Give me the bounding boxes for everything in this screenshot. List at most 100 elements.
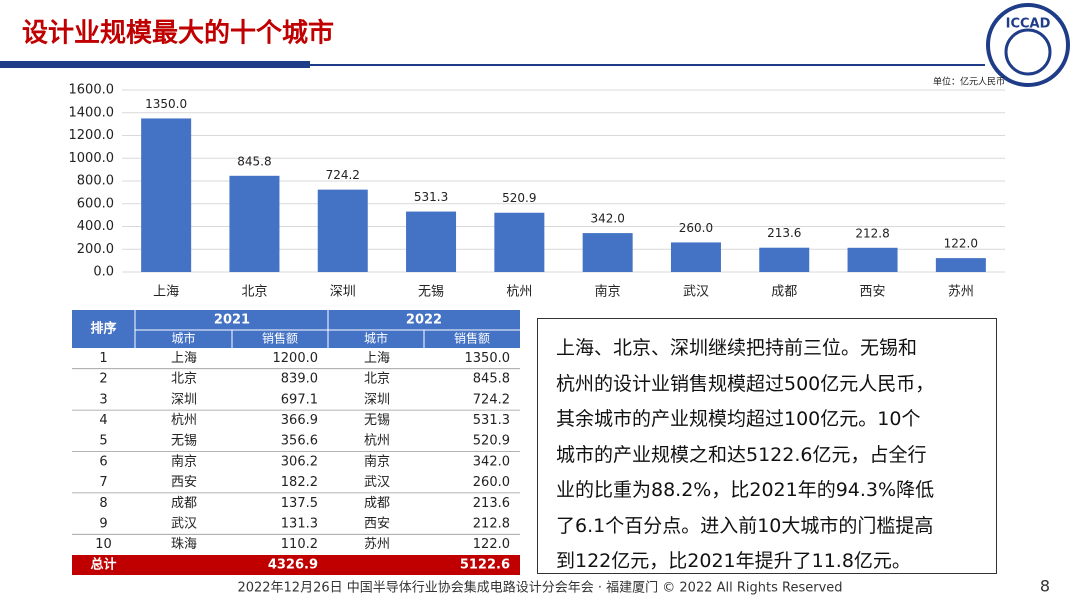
table-cell: 845.8 [473, 372, 510, 387]
x-tick-label: 深圳 [330, 285, 356, 300]
x-tick-label: 苏州 [948, 284, 974, 300]
table-cell: 成都 [171, 496, 197, 511]
x-tick-label: 武汉 [683, 285, 709, 300]
x-tick-label: 杭州 [506, 285, 532, 300]
year-header: 2021 [214, 313, 250, 328]
table-cell: 10 [95, 537, 112, 552]
table-cell: 成都 [364, 496, 390, 511]
bar [582, 233, 633, 272]
column-header: 城市 [364, 331, 388, 346]
value-label: 342.0 [590, 212, 624, 226]
total-label: 总计 [90, 557, 116, 573]
x-tick-label: 上海 [153, 285, 179, 300]
x-tick-label: 北京 [241, 285, 267, 300]
table-cell: 武汉 [171, 516, 197, 531]
table-cell: 1350.0 [465, 351, 511, 366]
x-tick-label: 成都 [771, 285, 797, 300]
y-tick-label: 800.0 [77, 174, 114, 189]
table-cell: 杭州 [364, 434, 390, 449]
bar [317, 189, 368, 272]
value-label: 213.6 [767, 226, 801, 240]
table-cell: 7 [99, 475, 107, 490]
x-tick-label: 南京 [595, 284, 621, 300]
table-cell: 212.8 [473, 516, 510, 531]
table-cell: 697.1 [281, 392, 318, 407]
column-header: 销售额 [454, 331, 490, 346]
table-cell: 上海 [171, 351, 197, 366]
page-number: 8 [1040, 577, 1050, 596]
y-tick-label: 1600.0 [69, 83, 115, 98]
table-cell: 356.6 [281, 434, 318, 449]
bar [847, 247, 898, 272]
value-label: 724.2 [326, 168, 360, 182]
y-tick-label: 400.0 [77, 219, 114, 234]
bar [229, 175, 280, 272]
table-cell: 苏州 [364, 536, 390, 552]
table-cell: 南京 [171, 453, 197, 469]
table-cell: 1 [99, 351, 107, 366]
commentary-line: 上海、北京、深圳继续把持前三位。无锡和 [556, 337, 918, 359]
value-label: 260.0 [679, 221, 713, 235]
title-bar [0, 61, 310, 68]
table-cell: 531.3 [473, 413, 510, 428]
table-cell: 137.5 [281, 496, 318, 511]
total-row [72, 555, 520, 575]
table-cell: 8 [99, 496, 107, 511]
y-tick-label: 1400.0 [69, 105, 115, 120]
y-tick-label: 1200.0 [69, 128, 115, 143]
x-tick-label: 无锡 [418, 285, 444, 300]
total-value: 5122.6 [460, 558, 510, 573]
value-label: 122.0 [944, 237, 978, 251]
table-cell: 213.6 [473, 496, 510, 511]
table-cell: 110.2 [281, 537, 318, 552]
table-cell: 342.0 [473, 454, 510, 469]
table-cell: 5 [99, 434, 107, 449]
commentary-line: 城市的产业规模之和达5122.6亿元，占全行 [556, 443, 927, 466]
table-cell: 122.0 [473, 537, 510, 552]
column-header: 城市 [171, 331, 195, 346]
table-cell: 182.2 [281, 475, 318, 490]
bar [141, 118, 192, 272]
value-label: 531.3 [414, 190, 448, 204]
value-label: 520.9 [502, 191, 536, 205]
table-header [72, 310, 520, 348]
bar [406, 211, 457, 272]
commentary-line: 到122亿元，比2021年提升了11.8亿元。 [556, 550, 911, 572]
footer-text: 2022年12月26日 中国半导体行业协会集成电路设计分会年会 · 福建厦门 ©… [237, 580, 842, 596]
table-cell: 无锡 [364, 413, 390, 428]
year-header: 2022 [406, 313, 442, 328]
bar [759, 247, 810, 272]
commentary-line: 业的比重为88.2%，比2021年的94.3%降低 [556, 479, 935, 501]
table-cell: 366.9 [281, 413, 318, 428]
table-cell: 724.2 [473, 392, 510, 407]
x-tick-label: 西安 [860, 285, 886, 300]
table-cell: 珠海 [171, 537, 197, 552]
table-cell: 6 [99, 454, 107, 469]
table-cell: 深圳 [171, 392, 197, 407]
logo-text: ICCAD [1006, 17, 1051, 32]
y-tick-label: 200.0 [77, 242, 114, 257]
rank-header: 排序 [90, 321, 116, 337]
table-cell: 839.0 [281, 372, 318, 387]
commentary-box: 上海、北京、深圳继续把持前三位。无锡和 杭州的设计业销售规模超过500亿元人民币，… [537, 318, 997, 574]
table-cell: 北京 [364, 372, 390, 387]
table-cell: 2 [99, 372, 107, 387]
table-cell: 3 [99, 392, 107, 407]
table-cell: 9 [99, 516, 107, 531]
slide-title: 设计业规模最大的十个城市 [22, 18, 334, 49]
commentary-line: 了6.1个百分点。进入前10大城市的门槛提高 [556, 514, 934, 537]
y-tick-label: 1000.0 [69, 151, 115, 166]
table-cell: 西安 [171, 475, 197, 490]
table-cell: 1200.0 [273, 351, 319, 366]
table-cell: 杭州 [171, 413, 197, 428]
value-label: 212.8 [855, 226, 889, 240]
column-header: 销售额 [262, 331, 298, 346]
unit-label: 单位：亿元人民币 [933, 76, 1005, 88]
bar [935, 258, 986, 272]
table-cell: 306.2 [281, 454, 318, 469]
table-cell: 西安 [364, 516, 390, 531]
value-label: 845.8 [237, 154, 271, 168]
logo-ring [986, 3, 1070, 87]
